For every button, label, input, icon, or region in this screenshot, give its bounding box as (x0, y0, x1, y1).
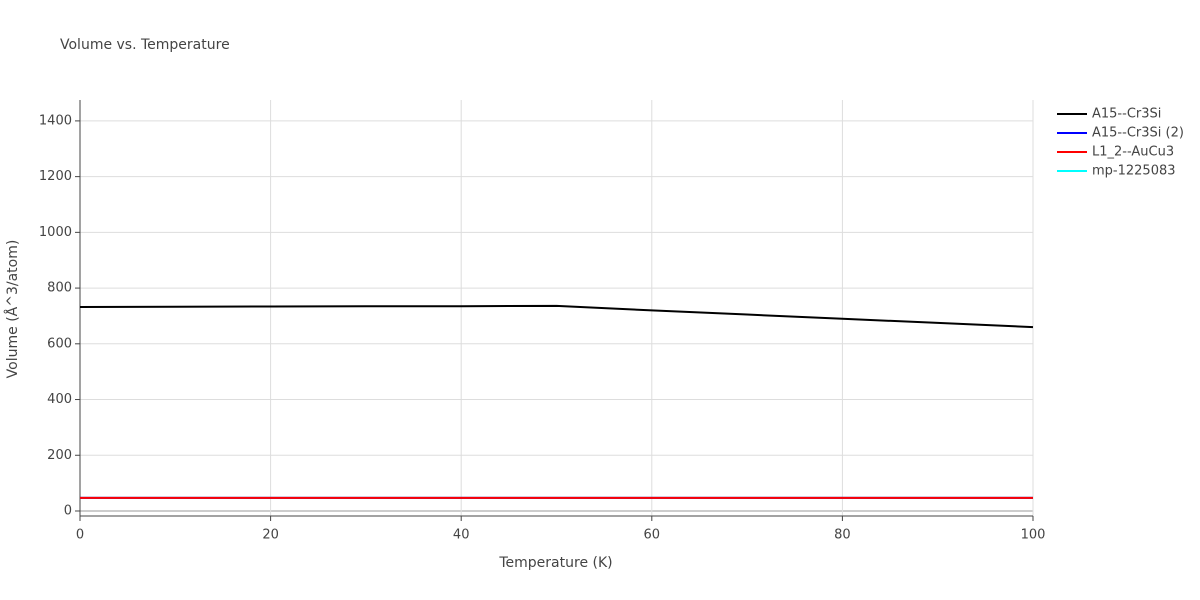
y-tick-label: 200 (47, 448, 72, 463)
x-axis-title: Temperature (K) (498, 555, 612, 571)
legend-label: mp-1225083 (1092, 164, 1176, 179)
legend-label: L1_2--AuCu3 (1092, 145, 1174, 160)
legend: A15--Cr3Si A15--Cr3Si (2) L1_2--AuCu3 mp-12… (1057, 107, 1184, 179)
x-tick-label: 0 (76, 528, 84, 543)
y-tick-label: 1000 (39, 225, 72, 240)
x-tick-label: 20 (262, 528, 279, 543)
y-tick-label: 600 (47, 336, 72, 351)
y-tick-label: 0 (64, 503, 72, 518)
y-tick-label: 800 (47, 281, 72, 296)
grid: 0 200 400 600 800 1000 1200 1400 0 20 40 60 80 100 (39, 100, 1046, 543)
legend-label: A15--Cr3Si (2) (1092, 126, 1184, 141)
x-tick-label: 100 (1021, 528, 1046, 543)
lines (79, 304, 1034, 499)
x-tick-label: 60 (644, 528, 661, 543)
y-axis-title: Volume (Å^3/atom) (4, 240, 21, 379)
chart-title: Volume vs. Temperature (60, 37, 230, 53)
x-tick-label: 40 (453, 528, 470, 543)
y-tick-label: 400 (47, 392, 72, 407)
legend-label: A15--Cr3Si (1092, 107, 1161, 122)
series-line (79, 304, 1034, 329)
y-tick-label: 1400 (39, 113, 72, 128)
y-tick-label: 1200 (39, 169, 72, 184)
x-tick-label: 80 (834, 528, 851, 543)
